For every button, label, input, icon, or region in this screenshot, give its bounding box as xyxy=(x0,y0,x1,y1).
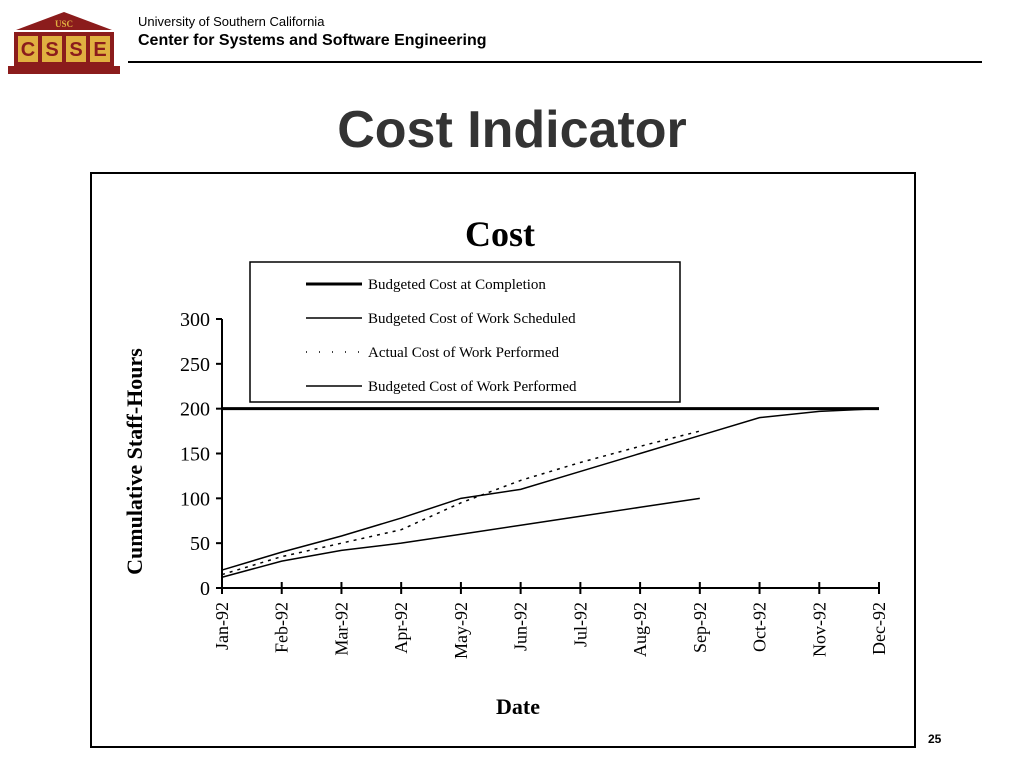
y-tick-label: 250 xyxy=(180,354,210,376)
logo-roof xyxy=(16,12,112,30)
x-tick-label: Aug-92 xyxy=(630,602,650,657)
slide-number: 25 xyxy=(928,732,942,746)
logo-letter: S xyxy=(45,39,58,61)
legend-label: Budgeted Cost at Completion xyxy=(368,277,546,293)
logo-usc-text: USC xyxy=(55,19,73,29)
x-axis-label: Date xyxy=(496,694,540,719)
y-tick-label: 100 xyxy=(180,488,210,510)
x-tick-label: Sep-92 xyxy=(690,602,710,653)
x-tick-label: Jan-92 xyxy=(212,602,232,650)
y-tick-label: 300 xyxy=(180,309,210,331)
slide-title: Cost Indicator xyxy=(337,101,687,159)
org-name: University of Southern California xyxy=(138,14,325,29)
y-tick-label: 0 xyxy=(200,578,210,600)
series-line xyxy=(221,407,880,571)
x-tick-label: May-92 xyxy=(451,602,471,659)
logo-letter: S xyxy=(69,39,82,61)
y-tick-label: 150 xyxy=(180,444,210,466)
y-tick-label: 50 xyxy=(190,533,210,555)
cost-chart: Cost Cumulative Staff-Hours Date 0 50 100 1… xyxy=(122,214,889,719)
x-tick-label: Nov-92 xyxy=(809,602,829,657)
logo-letter-tile xyxy=(42,36,62,62)
x-tick-label: Oct-92 xyxy=(750,602,770,652)
logo-letter-tile xyxy=(90,36,110,62)
legend-label: Actual Cost of Work Performed xyxy=(368,345,559,361)
logo-letter: E xyxy=(93,39,106,61)
logo-letter: C xyxy=(21,39,35,61)
x-tick-label: Dec-92 xyxy=(869,602,889,655)
chart-frame: Cost Cumulative Staff-Hours Date 0 50 100 1… xyxy=(90,172,916,748)
y-axis-label: Cumulative Staff-Hours xyxy=(122,348,147,575)
header-rule xyxy=(128,61,982,63)
chart-title: Cost xyxy=(465,214,535,254)
series-line xyxy=(221,430,701,576)
logo-letter-tile xyxy=(18,36,38,62)
x-tick-label: Jun-92 xyxy=(511,602,531,651)
x-tick-label: Jul-92 xyxy=(570,602,590,647)
legend-label: Budgeted Cost of Work Performed xyxy=(368,379,577,395)
logo-letter-tile xyxy=(66,36,86,62)
y-tick-label: 200 xyxy=(180,399,210,421)
x-tick-label: Feb-92 xyxy=(272,602,292,653)
x-tick-label: Apr-92 xyxy=(391,602,411,654)
x-tick-label: Mar-92 xyxy=(331,602,351,656)
series-line xyxy=(221,497,700,578)
logo-base xyxy=(8,66,120,74)
legend-label: Budgeted Cost of Work Scheduled xyxy=(368,311,576,327)
department-name: Center for Systems and Software Engineer… xyxy=(138,32,487,49)
